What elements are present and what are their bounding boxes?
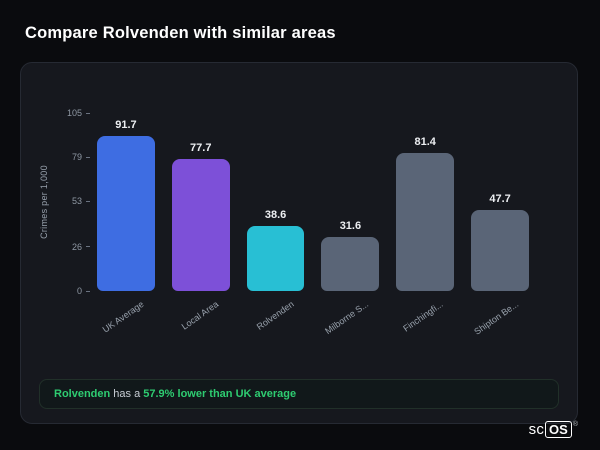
y-tick-mark xyxy=(86,200,90,202)
registered-mark-icon: ® xyxy=(572,421,578,428)
bar-value-label: 77.7 xyxy=(190,142,212,155)
x-axis-label: Rolvenden xyxy=(254,299,296,332)
y-tick-mark xyxy=(86,112,90,114)
bar[interactable] xyxy=(321,237,380,291)
y-tick: 79 xyxy=(72,152,95,162)
bar-column: 77.7 Local Area xyxy=(171,113,230,332)
summary-note: Rolvenden has a 57.9% lower than UK aver… xyxy=(39,379,559,409)
x-axis-label: Finchingfi... xyxy=(401,299,445,334)
y-tick-label: 26 xyxy=(71,241,82,252)
x-axis-label: Shipton Be... xyxy=(471,299,520,337)
logo-boxed-text: OS xyxy=(545,421,572,438)
y-tick-label: 105 xyxy=(66,108,82,118)
y-tick: 0 xyxy=(77,286,95,296)
bar-column: 38.6 Rolvenden xyxy=(246,113,305,332)
bar[interactable] xyxy=(171,159,230,291)
note-middle-text: has a xyxy=(110,388,144,400)
bar-value-label: 91.7 xyxy=(115,118,137,131)
x-axis-label: Local Area xyxy=(179,299,221,332)
note-area-label: Rolvenden xyxy=(54,388,111,400)
scos-logo: sc OS ® xyxy=(529,421,578,438)
y-tick-mark xyxy=(86,156,90,158)
bar-column: 81.4 Finchingfi... xyxy=(396,113,455,334)
chart-card: Crimes per 1,000 91.7 UK Average 77.7 Local… xyxy=(20,62,578,424)
bar-column: 47.7 Shipton Be... xyxy=(471,113,529,337)
bar[interactable] xyxy=(396,153,455,291)
y-tick-label: 0 xyxy=(76,286,82,296)
y-tick-label: 53 xyxy=(71,196,82,207)
logo-prefix: sc xyxy=(528,421,545,438)
note-stat-label: 57.9% lower than UK average xyxy=(143,388,297,400)
y-tick-mark xyxy=(86,290,90,292)
bar-column: 31.6 Milborne S... xyxy=(321,113,380,336)
y-tick: 105 xyxy=(67,108,95,118)
bar-value-label: 81.4 xyxy=(414,136,436,149)
bar[interactable] xyxy=(471,210,529,291)
bars-container: 91.7 UK Average 77.7 Local Area 38.6 Rolvende… xyxy=(95,113,531,337)
page-title: Compare Rolvenden with similar areas xyxy=(25,24,336,42)
bar-value-label: 47.7 xyxy=(489,193,511,206)
bar-value-label: 31.6 xyxy=(339,220,362,233)
plot-area: Crimes per 1,000 91.7 UK Average 77.7 Local… xyxy=(39,108,531,337)
y-tick: 53 xyxy=(72,196,95,206)
bar[interactable] xyxy=(97,135,155,291)
y-axis-title: Crimes per 1,000 xyxy=(39,165,49,239)
bar[interactable] xyxy=(246,225,305,291)
x-axis-label: UK Average xyxy=(100,299,146,335)
bar-column: 91.7 UK Average xyxy=(97,113,155,335)
x-axis-label: Milborne S... xyxy=(323,299,371,337)
bar-value-label: 38.6 xyxy=(264,208,287,221)
y-tick: 26 xyxy=(72,242,95,252)
y-tick-label: 79 xyxy=(71,152,82,163)
y-tick-mark xyxy=(86,246,90,248)
